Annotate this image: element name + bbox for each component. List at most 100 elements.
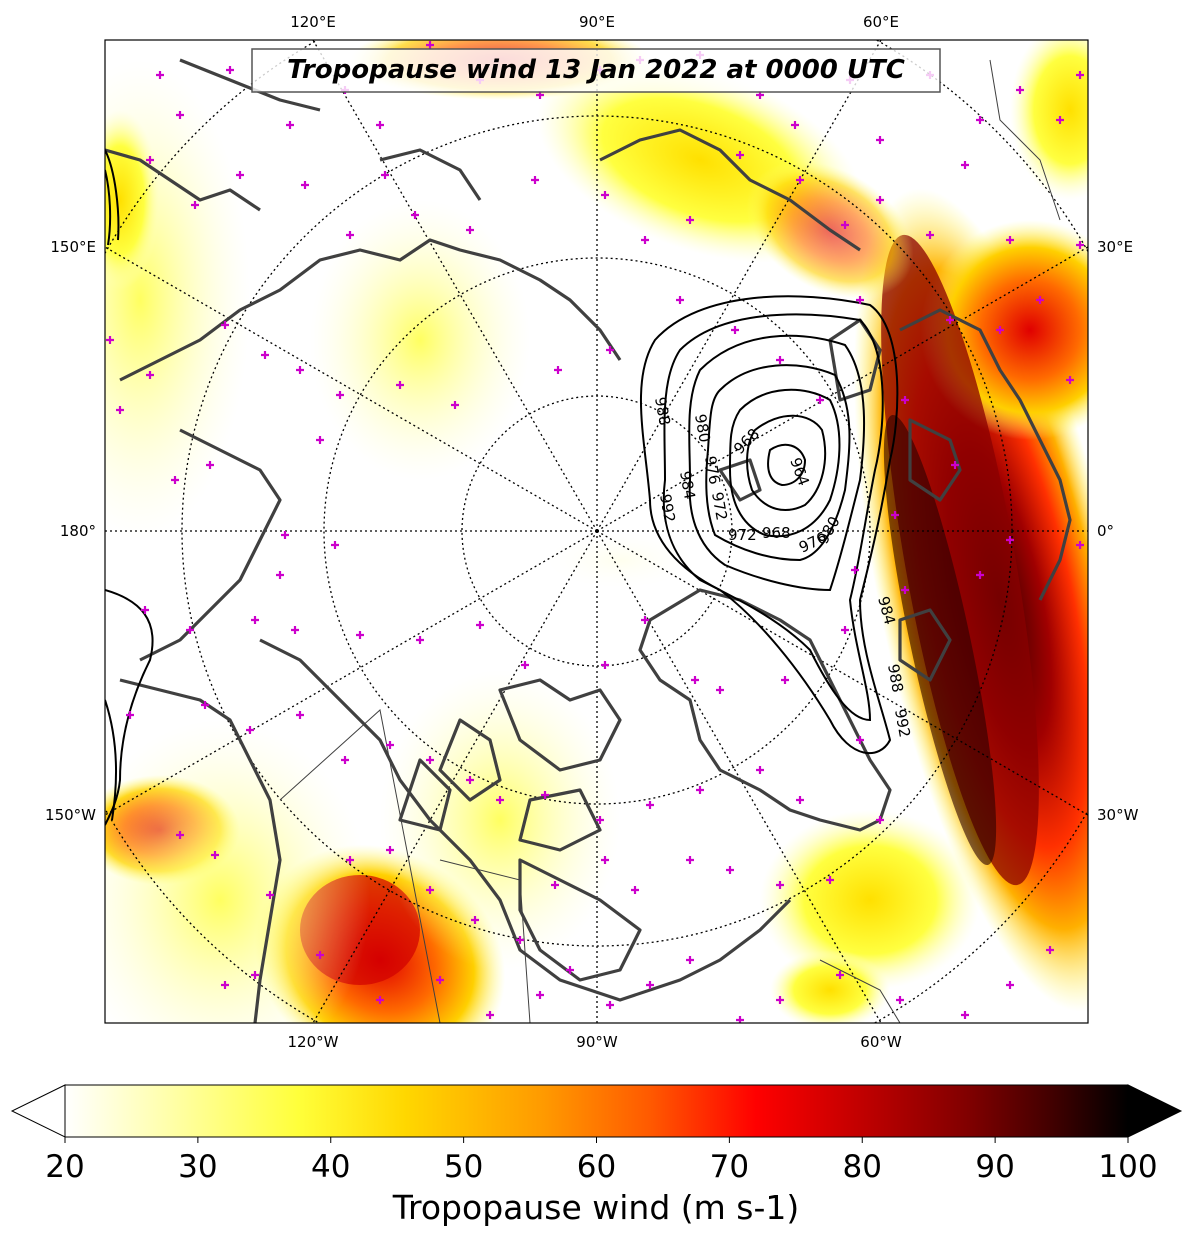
station-marker [641,616,649,624]
station-marker [776,996,784,1004]
station-marker [646,981,654,989]
station-marker [1076,541,1084,549]
station-marker [816,396,824,404]
station-marker [841,626,849,634]
colorbar-tick-label: 40 [311,1149,350,1185]
station-marker [426,756,434,764]
station-marker [841,221,849,229]
station-marker [1006,981,1014,989]
station-marker [1006,236,1014,244]
lon-label-bottom: 60°W [860,1033,902,1051]
colorbar-tick-label: 100 [1098,1149,1157,1185]
station-marker [116,406,124,414]
station-marker [176,111,184,119]
station-marker [686,856,694,864]
station-marker [386,846,394,854]
station-marker [996,326,1004,334]
station-marker [466,776,474,784]
station-marker [606,1001,614,1009]
station-marker [686,956,694,964]
station-marker [316,951,324,959]
contour-label: 992 [656,493,679,524]
station-marker [416,636,424,644]
station-marker [376,996,384,1004]
station-marker [516,936,524,944]
station-marker [386,741,394,749]
lon-label-left: 180° [60,522,96,540]
station-marker [251,616,259,624]
contour-label: 992 [891,708,914,739]
station-marker [731,326,739,334]
station-marker [756,766,764,774]
station-marker [726,866,734,874]
contour-label: 984 [676,470,699,501]
station-marker [171,476,179,484]
pressure-contours [105,149,899,826]
station-marker [146,371,154,379]
lon-label-left: 150°W [45,806,96,824]
station-marker [296,366,304,374]
lon-label-bottom: 120°W [288,1033,339,1051]
station-marker [186,626,194,634]
station-marker [451,401,459,409]
station-marker [876,196,884,204]
station-marker [466,226,474,234]
station-marker [856,296,864,304]
station-marker [686,216,694,224]
station-marker [206,461,214,469]
station-marker [601,856,609,864]
station-marker [796,176,804,184]
station-marker [476,621,484,629]
station-marker [541,791,549,799]
contour-label: 976 [701,455,724,486]
station-marker [826,876,834,884]
borders [279,59,1061,1023]
station-marker [606,346,614,354]
colorbar-label: Tropopause wind (m s-1) [392,1188,800,1227]
station-marker [496,796,504,804]
station-marker [521,661,529,669]
station-marker [691,676,699,684]
station-marker [876,816,884,824]
station-marker [551,881,559,889]
station-marker [646,801,654,809]
station-marker [696,786,704,794]
station-marker [436,976,444,984]
station-marker [191,201,199,209]
station-marker [291,626,299,634]
station-marker [411,211,419,219]
station-marker [1076,71,1084,79]
station-marker [316,436,324,444]
station-marker [486,1011,494,1019]
station-marker [961,161,969,169]
station-marker [796,796,804,804]
station-marker [221,321,229,329]
station-marker [891,511,899,519]
lon-label-bottom: 90°W [576,1033,618,1051]
station-marker [336,391,344,399]
colorbar-tick-label: 80 [843,1149,882,1185]
station-marker [601,661,609,669]
station-marker [266,891,274,899]
station-marker [856,736,864,744]
station-marker [596,816,604,824]
station-marker [676,296,684,304]
station-marker [781,676,789,684]
station-marker [201,701,209,709]
station-marker [381,171,389,179]
colorbar-tick-label: 90 [975,1149,1014,1185]
station-marker [376,121,384,129]
station-marker [851,566,859,574]
station-marker [261,351,269,359]
colorbar-gradient [65,1085,1128,1137]
lon-label-top: 120°E [290,13,336,31]
station-marker [276,571,284,579]
colorbar-tick-label: 60 [577,1149,616,1185]
station-marker [951,461,959,469]
graticule [105,40,1088,1023]
station-marker [221,981,229,989]
lon-label-top: 60°E [863,13,899,31]
station-marker [211,851,219,859]
station-marker [471,916,479,924]
